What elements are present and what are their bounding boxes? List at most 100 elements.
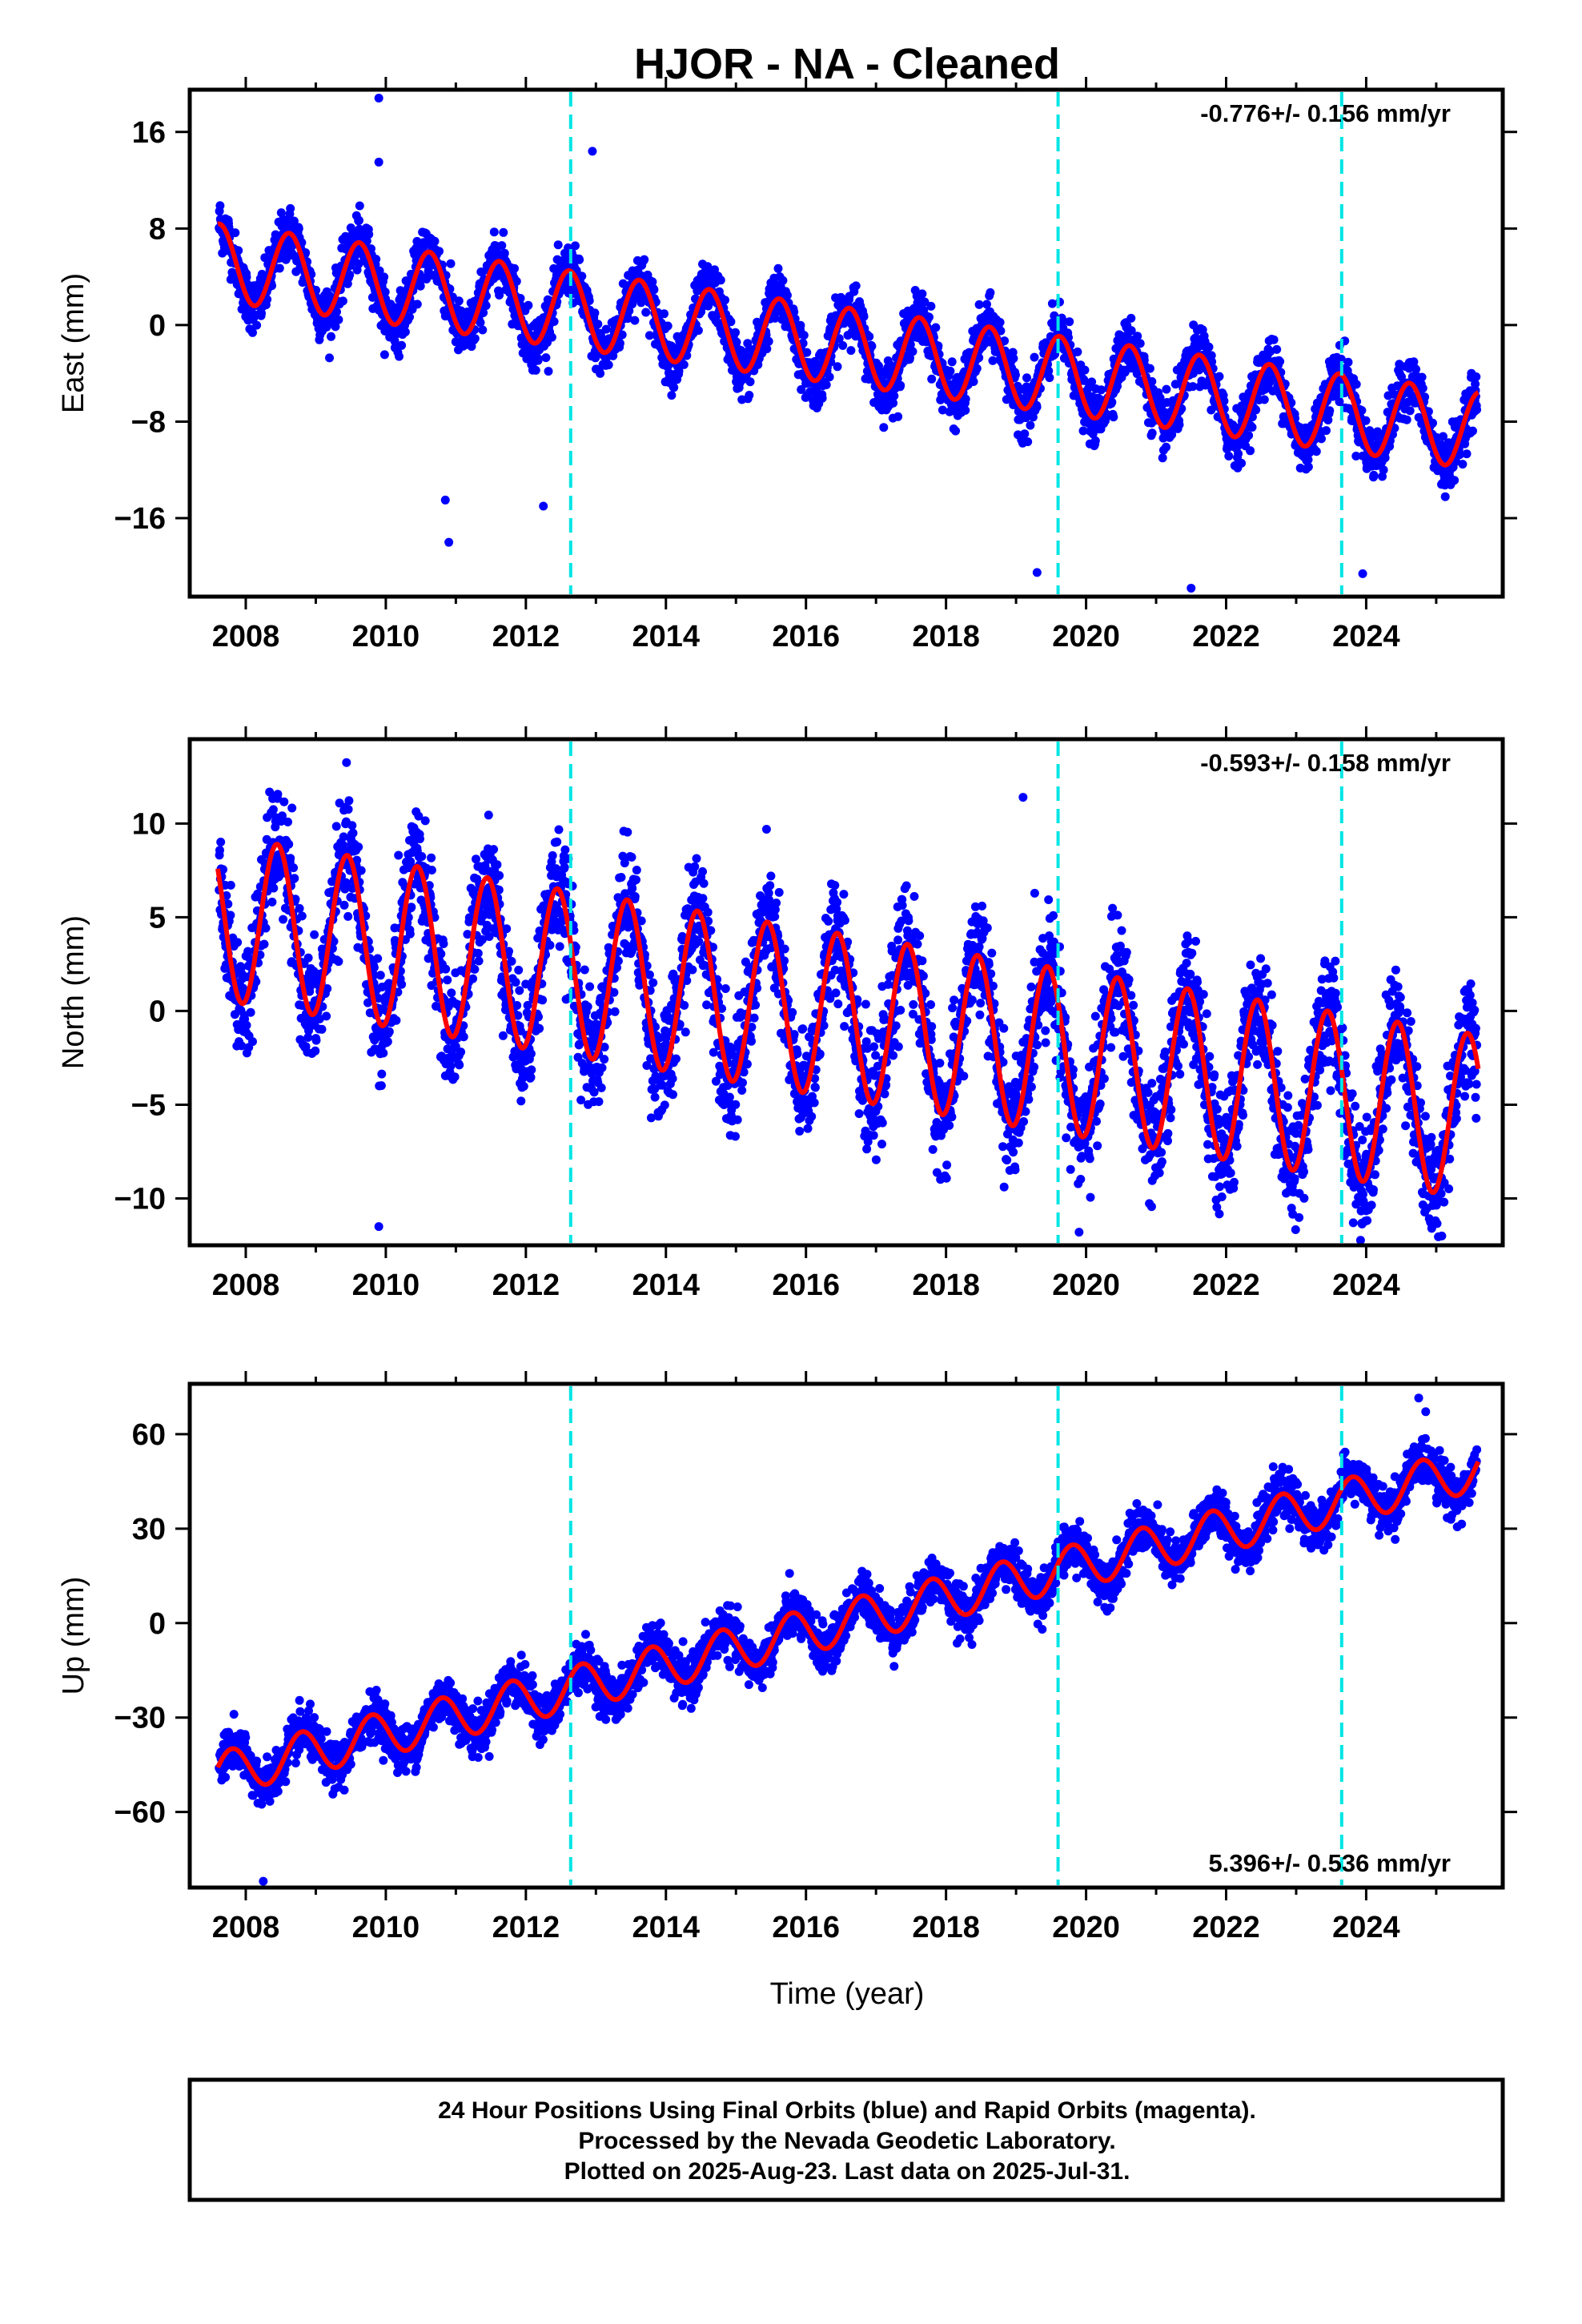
data-point xyxy=(311,1046,320,1055)
data-point xyxy=(267,897,277,907)
data-point xyxy=(716,275,725,285)
data-point xyxy=(289,863,299,873)
data-point xyxy=(489,845,499,854)
data-point xyxy=(1379,465,1388,475)
data-point xyxy=(430,236,440,246)
data-point xyxy=(1450,476,1460,485)
data-point xyxy=(405,929,415,939)
data-point xyxy=(275,263,284,273)
data-point xyxy=(420,816,430,826)
data-point xyxy=(663,321,673,331)
data-point xyxy=(216,838,226,846)
data-point xyxy=(395,352,404,361)
data-point xyxy=(1246,446,1255,456)
data-point xyxy=(384,1027,394,1036)
data-point xyxy=(604,360,613,370)
data-point xyxy=(226,911,235,920)
data-point xyxy=(1047,299,1057,308)
data-point xyxy=(416,834,424,843)
data-point xyxy=(825,372,834,382)
x-tick-label: 2024 xyxy=(1332,620,1400,653)
data-point xyxy=(1402,415,1411,424)
data-point xyxy=(427,866,436,875)
y-axis-label: East (mm) xyxy=(57,273,90,413)
data-point xyxy=(640,255,649,264)
data-point xyxy=(439,939,448,948)
data-point xyxy=(339,900,349,910)
data-point xyxy=(215,201,225,211)
x-tick-label: 2018 xyxy=(912,620,980,653)
data-point xyxy=(246,1007,255,1017)
data-point xyxy=(443,975,452,985)
data-point xyxy=(417,852,427,861)
data-point xyxy=(601,324,611,334)
north-panel: 2008 2010 2012 2014 2016 2018 2020 2022 20241050… xyxy=(57,726,1517,1302)
data-point xyxy=(1234,449,1243,459)
data-point xyxy=(252,320,262,330)
data-point xyxy=(495,870,504,880)
outlier-point xyxy=(588,147,597,156)
data-point xyxy=(1224,452,1234,460)
outlier-point xyxy=(444,537,454,547)
data-point xyxy=(273,790,283,799)
data-point xyxy=(427,853,436,862)
data-point xyxy=(693,326,703,336)
x-tick-label: 2012 xyxy=(492,620,560,653)
data-point xyxy=(889,391,899,400)
data-point xyxy=(1090,436,1100,445)
data-point xyxy=(468,974,478,983)
data-point xyxy=(571,241,580,251)
data-point xyxy=(524,300,533,310)
data-point xyxy=(215,846,224,855)
data-point xyxy=(1158,453,1167,463)
data-point xyxy=(339,832,348,842)
data-point xyxy=(1237,458,1247,468)
data-point xyxy=(344,796,354,806)
data-point xyxy=(279,797,289,806)
data-point xyxy=(450,1072,460,1082)
chart-title: HJOR - NA - Cleaned xyxy=(634,40,1060,88)
data-point xyxy=(931,323,941,332)
data-point xyxy=(1275,356,1285,366)
data-point xyxy=(1369,470,1379,480)
data-point xyxy=(356,866,366,875)
data-point xyxy=(969,377,978,386)
data-point xyxy=(499,227,508,237)
data-point xyxy=(796,320,805,330)
x-tick-label: 2008 xyxy=(212,620,280,653)
data-point xyxy=(362,236,371,246)
data-point xyxy=(782,291,792,300)
rate-annotation: -0.776+/- 0.156 mm/yr xyxy=(1200,99,1451,127)
data-point xyxy=(373,954,383,963)
data-point xyxy=(544,367,553,376)
data-point xyxy=(343,911,353,921)
data-point xyxy=(851,281,861,291)
data-point xyxy=(391,1015,401,1025)
data-point xyxy=(1174,420,1184,429)
data-point xyxy=(473,948,483,958)
data-point xyxy=(400,328,410,336)
outlier-point xyxy=(1186,583,1196,593)
data-point xyxy=(1010,370,1020,380)
data-point xyxy=(817,393,827,403)
data-point xyxy=(242,272,251,282)
data-point xyxy=(257,308,266,318)
data-point xyxy=(226,880,235,890)
data-point xyxy=(534,354,543,364)
data-point xyxy=(446,1061,456,1071)
data-point xyxy=(1109,412,1118,422)
data-point xyxy=(531,365,540,375)
data-point xyxy=(846,346,856,356)
data-point xyxy=(1472,372,1481,381)
data-point xyxy=(1215,372,1224,381)
data-point xyxy=(1032,402,1042,412)
data-point xyxy=(379,350,389,360)
data-point xyxy=(355,201,364,211)
data-point xyxy=(248,328,257,337)
data-point xyxy=(778,275,788,285)
data-point xyxy=(259,939,269,949)
data-point xyxy=(348,828,358,838)
data-point xyxy=(303,953,313,963)
data-point xyxy=(478,325,488,335)
